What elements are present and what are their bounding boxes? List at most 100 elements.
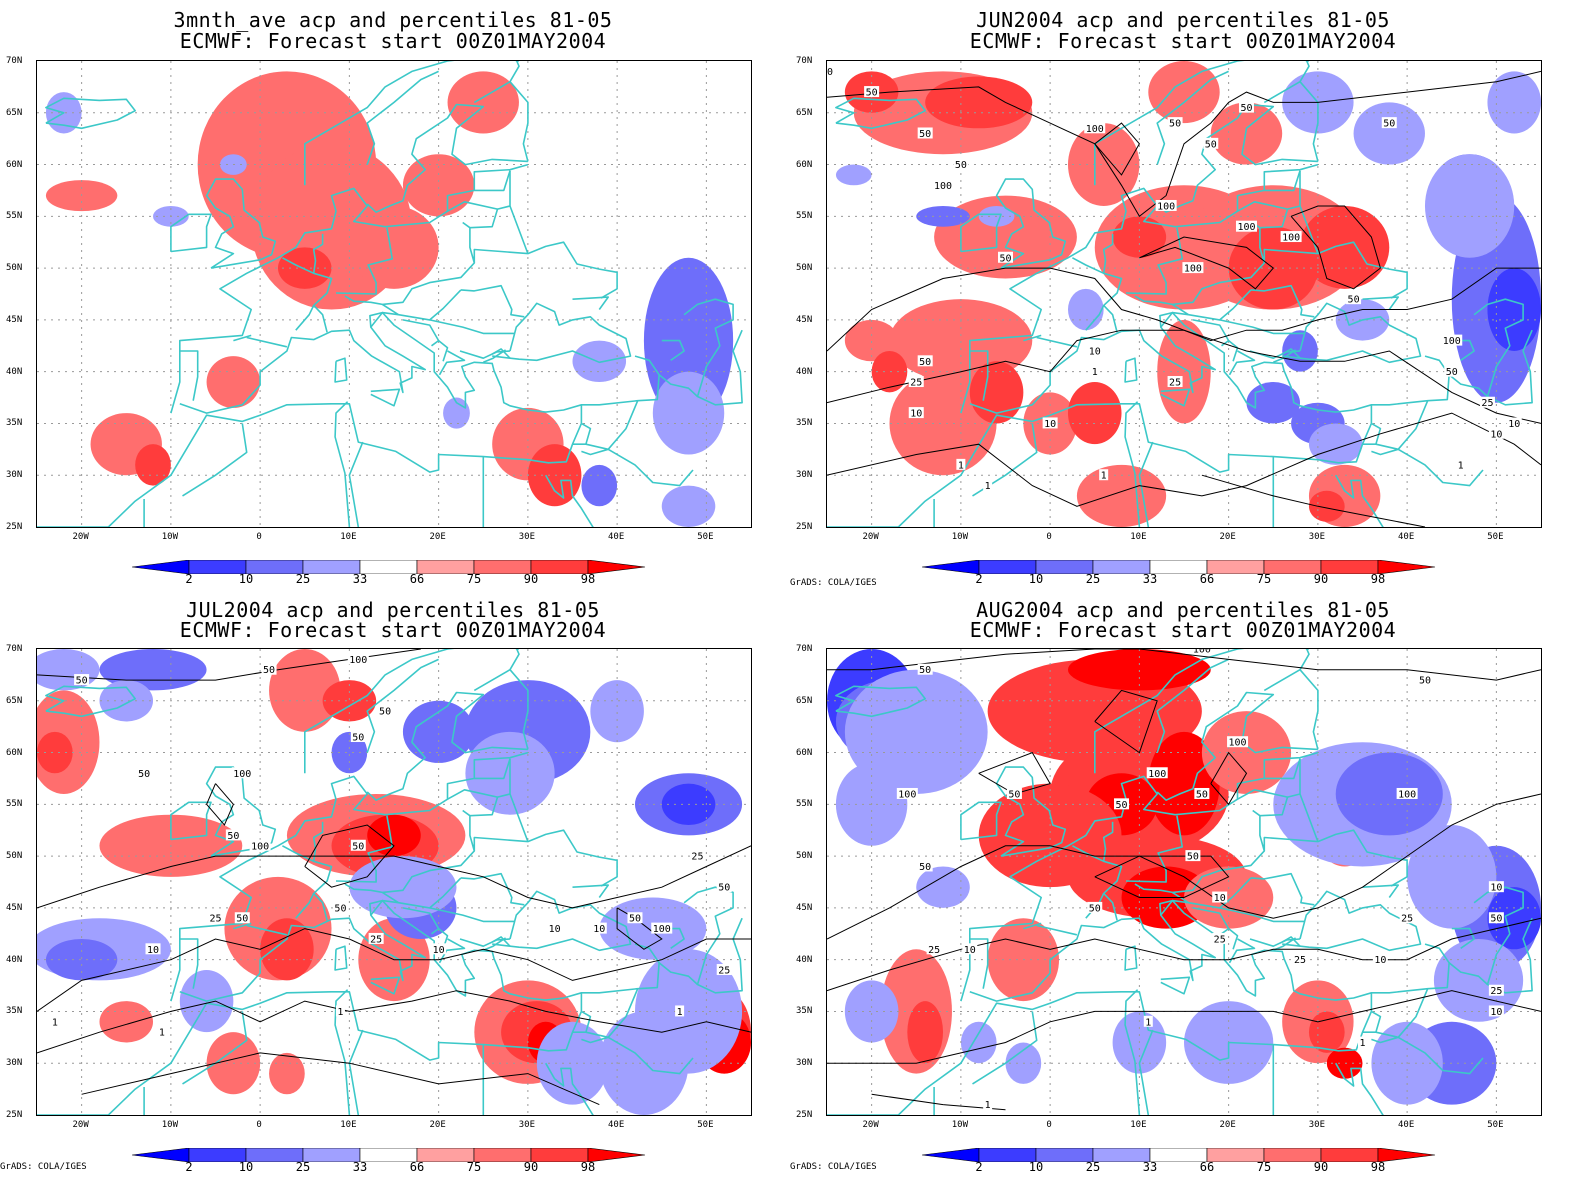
contour-label-bg [917, 355, 933, 367]
latitude-label: 35N [796, 418, 813, 429]
contour-label-bg [998, 251, 1013, 263]
coastline [1259, 793, 1301, 817]
coastline [1448, 374, 1489, 398]
coastline [1156, 70, 1229, 165]
latitude-label: 30N [6, 470, 23, 481]
coastline [1335, 1062, 1384, 1115]
contour-label-bg [1084, 122, 1106, 134]
contour-label-bg [953, 158, 969, 170]
contour-label-bg [1155, 199, 1177, 211]
contour-label-bg [591, 922, 607, 934]
latitude-label: 45N [6, 902, 23, 913]
coastline [1125, 227, 1184, 295]
coastline [473, 241, 618, 299]
coastline [661, 339, 685, 361]
coastline [1250, 284, 1315, 318]
contour-label-bg [1280, 231, 1302, 243]
contour-label-bg [1396, 787, 1418, 799]
latitude-label: 35N [6, 418, 23, 429]
contour-label: 10 [147, 945, 159, 956]
contour-label-bg [347, 653, 369, 665]
longitude-label: 20E [429, 532, 446, 542]
contour-label-bg [1194, 787, 1210, 799]
latitude-label: 70N [796, 644, 813, 654]
field-region [960, 1021, 997, 1064]
field-region [916, 866, 970, 908]
latitude-label: 45N [796, 314, 813, 325]
field-region [527, 444, 582, 507]
panel-subtitle: ECMWF: Forecast start 00Z01MAY2004 [179, 618, 607, 642]
contour-label: 1 [1458, 460, 1464, 471]
coastline [460, 284, 525, 318]
contour-label: 10 [1214, 893, 1226, 904]
coastline [1156, 103, 1318, 213]
contour-label-bg [1399, 912, 1415, 924]
coastline [1237, 789, 1288, 800]
longitude-label: 40E [1397, 532, 1415, 542]
percentile-colorbar [132, 560, 652, 574]
colorbar-tick-label: 98 [580, 572, 596, 586]
latitude-label: 65N [6, 107, 23, 118]
colorbar-tick-label: 2 [185, 572, 193, 586]
coastline [960, 213, 1002, 253]
contour-label-bg [908, 376, 924, 388]
latitude-label: 40N [6, 366, 23, 377]
coastline [1448, 962, 1489, 986]
longitude-label: 0 [256, 1120, 262, 1130]
coastline [1102, 821, 1114, 862]
contour-label-bg [1227, 736, 1249, 748]
panel-jul2004: JUL2004 acp and percentiles 81-05 ECMWF:… [0, 600, 780, 1198]
field-region [37, 731, 73, 774]
coastline [107, 402, 583, 527]
contour-line [1201, 474, 1426, 527]
coastline [658, 374, 699, 398]
coastline [370, 976, 401, 995]
field-region [1326, 1047, 1363, 1079]
coastline [1371, 943, 1450, 994]
contour-label: 1 [985, 481, 991, 492]
contour-label-bg [1212, 891, 1228, 903]
longitude-label: 10E [1130, 1120, 1147, 1130]
coastline [509, 170, 529, 254]
coastline [482, 349, 507, 364]
colorbar-tick-label: 10 [238, 572, 254, 586]
coastline [205, 766, 277, 857]
graticule [37, 61, 751, 527]
colorbar-tick-label: 2 [185, 1160, 193, 1174]
coastline [1228, 350, 1256, 376]
contour-label: 50 [919, 665, 931, 676]
contour-label: 1 [958, 460, 964, 471]
latitude-label: 70N [6, 644, 23, 654]
field-region [1067, 649, 1211, 691]
coastline [438, 350, 466, 376]
contour-label: 25 [928, 945, 940, 956]
coastline [334, 945, 348, 971]
contour-label-bg [1488, 881, 1504, 893]
longitude-label: 30E [1308, 1120, 1325, 1130]
colorbar-tick-label: 75 [466, 1160, 482, 1174]
longitude-label: 10E [1130, 532, 1147, 542]
contour-label: 50 [1240, 103, 1252, 114]
coastline [1134, 221, 1266, 306]
contour-label: 1 [1359, 1038, 1365, 1049]
coastline [545, 1062, 594, 1115]
field-region [1308, 490, 1345, 522]
contour-label: 50 [919, 129, 931, 140]
coastline [1085, 305, 1105, 331]
contour-label-bg [627, 912, 643, 924]
contour-label: 50 [76, 676, 88, 687]
coastline [1362, 1010, 1382, 1034]
field-region [135, 444, 171, 486]
coastline [344, 221, 476, 306]
colorbar-tick-label: 98 [1370, 572, 1386, 586]
field-region [1487, 268, 1541, 351]
colorbar-tick-label: 66 [409, 1160, 425, 1174]
contour-label-bg [917, 860, 933, 872]
coastline [45, 685, 136, 718]
coastline [658, 962, 699, 986]
contour-line [827, 412, 1541, 507]
coastline [1036, 924, 1078, 936]
coastline [366, 103, 528, 213]
contour-label-bg [1182, 262, 1204, 274]
latitude-label: 50N [6, 851, 23, 862]
